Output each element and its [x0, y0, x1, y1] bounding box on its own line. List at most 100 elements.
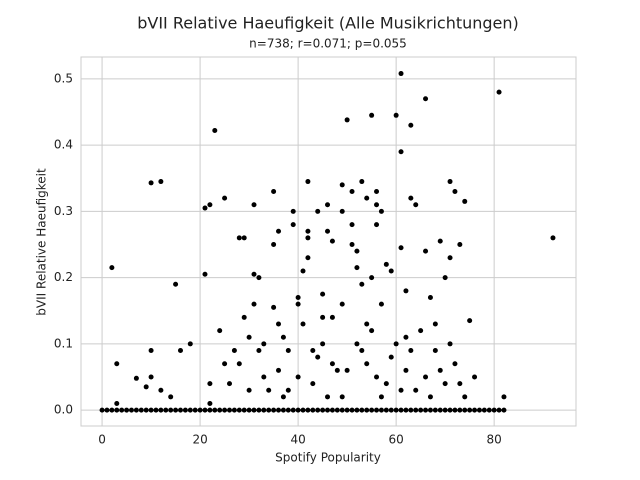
point — [246, 334, 252, 340]
point — [344, 407, 350, 413]
point — [295, 301, 301, 307]
point — [467, 318, 473, 324]
point — [202, 205, 208, 211]
point — [388, 354, 394, 360]
point — [241, 235, 247, 241]
point — [187, 341, 193, 347]
point — [325, 394, 331, 400]
point — [447, 341, 453, 347]
point — [325, 228, 331, 234]
point — [408, 195, 414, 201]
point — [148, 407, 154, 413]
point — [280, 394, 286, 400]
point — [486, 407, 492, 413]
points — [99, 71, 556, 413]
point — [295, 407, 301, 413]
point — [207, 400, 213, 406]
point — [413, 387, 419, 393]
point — [329, 238, 335, 244]
point — [378, 301, 384, 307]
point — [124, 407, 130, 413]
point — [119, 407, 125, 413]
point — [251, 407, 257, 413]
point — [143, 407, 149, 413]
point — [241, 407, 247, 413]
point — [359, 281, 365, 287]
point — [222, 195, 228, 201]
point — [300, 321, 306, 327]
point — [295, 374, 301, 380]
point — [222, 361, 228, 367]
point — [202, 271, 208, 277]
point — [227, 381, 232, 387]
point — [339, 182, 345, 188]
point — [99, 407, 105, 413]
point — [354, 265, 360, 271]
point — [427, 294, 433, 300]
y-tick-label: 0.3 — [54, 204, 73, 218]
point — [295, 294, 301, 300]
point — [447, 179, 453, 185]
y-axis-label: bVII Relative Haeufigkeit — [35, 168, 49, 316]
point — [374, 222, 380, 228]
point — [393, 341, 399, 347]
point — [427, 394, 433, 400]
point — [266, 387, 272, 393]
point — [320, 341, 326, 347]
chart-title: bVII Relative Haeufigkeit (Alle Musikric… — [137, 14, 519, 33]
point — [290, 407, 296, 413]
point — [187, 407, 193, 413]
point — [192, 407, 198, 413]
point — [442, 407, 448, 413]
point — [437, 407, 443, 413]
point — [227, 407, 232, 413]
point — [442, 275, 448, 281]
point — [241, 314, 247, 320]
point — [280, 407, 286, 413]
point — [501, 407, 507, 413]
point — [344, 117, 350, 123]
point — [349, 222, 355, 228]
point — [496, 407, 502, 413]
point — [177, 347, 183, 353]
point — [276, 321, 282, 327]
point — [315, 208, 321, 214]
point — [217, 407, 223, 413]
point — [329, 407, 335, 413]
point — [369, 112, 375, 118]
point — [325, 407, 331, 413]
point — [472, 407, 478, 413]
point — [261, 341, 267, 347]
point — [256, 275, 262, 281]
point — [231, 407, 237, 413]
point — [374, 188, 380, 194]
point — [359, 407, 365, 413]
point — [109, 265, 115, 271]
point — [374, 202, 380, 208]
point — [467, 407, 473, 413]
point — [408, 122, 414, 128]
point — [550, 235, 556, 241]
point — [114, 407, 120, 413]
point — [182, 407, 188, 413]
point — [442, 381, 448, 387]
point — [207, 381, 213, 387]
point — [325, 202, 331, 208]
point — [128, 407, 134, 413]
point — [344, 367, 350, 373]
x-tick-label: 80 — [487, 433, 502, 447]
point — [246, 407, 252, 413]
point — [300, 407, 306, 413]
y-tick-label: 0.4 — [54, 138, 73, 152]
point — [329, 314, 335, 320]
point — [432, 407, 438, 413]
point — [271, 304, 277, 310]
point — [148, 180, 154, 186]
point — [251, 271, 257, 277]
point — [173, 281, 179, 287]
point — [423, 248, 429, 254]
point — [398, 387, 404, 393]
point — [423, 96, 429, 102]
point — [285, 407, 291, 413]
point — [305, 407, 311, 413]
